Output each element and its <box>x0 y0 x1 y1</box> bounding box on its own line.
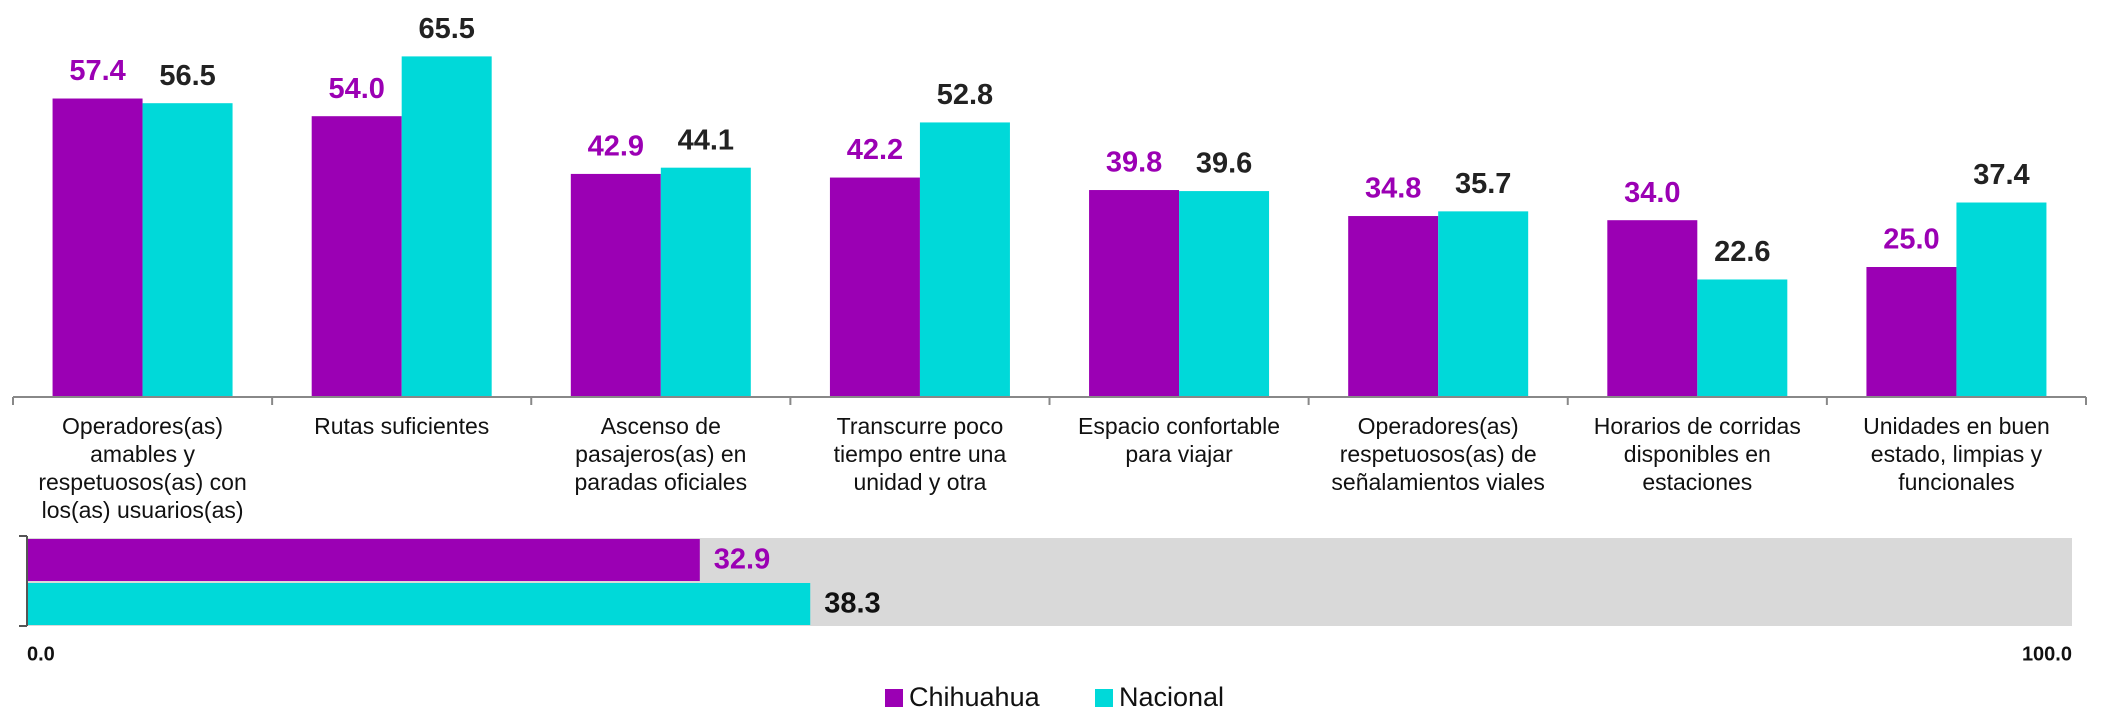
bar <box>311 116 402 397</box>
value-label: 39.8 <box>1106 147 1162 179</box>
x-tick-label: Unidades en buen estado, limpias y funci… <box>1863 413 2050 495</box>
value-label: 57.4 <box>69 55 125 87</box>
value-label: 25.0 <box>1883 224 1939 256</box>
bar <box>27 539 700 581</box>
bar <box>1607 220 1698 397</box>
value-label: 65.5 <box>418 13 474 45</box>
x-tick-label: 100.0 <box>2022 643 2072 665</box>
bar <box>1348 216 1439 397</box>
bar <box>660 167 751 397</box>
x-tick-label: Ascenso de pasajeros(as) en paradas ofic… <box>574 413 748 495</box>
value-label: 54.0 <box>328 73 384 105</box>
bar <box>919 122 1010 397</box>
value-label: 44.1 <box>678 124 734 156</box>
x-tick-label: Operadores(as) amables y respetuosos(as)… <box>38 413 247 523</box>
value-label: 39.6 <box>1196 148 1252 180</box>
x-tick-label: Operadores(as) respetuosos(as) de señala… <box>1331 413 1545 495</box>
value-label: 32.9 <box>714 544 770 576</box>
legend-swatch <box>885 689 903 707</box>
bar <box>829 177 920 397</box>
value-label: 42.9 <box>588 131 644 163</box>
value-label: 42.2 <box>847 134 903 166</box>
bar <box>1089 190 1180 397</box>
bar <box>27 583 811 625</box>
bar <box>1179 191 1270 397</box>
value-label: 52.8 <box>937 79 993 111</box>
value-label: 56.5 <box>159 60 215 92</box>
x-tick-label: Espacio confortable para viajar <box>1078 413 1281 467</box>
x-tick-label: Horarios de corridas disponibles en esta… <box>1593 413 1801 495</box>
x-tick-label: 0.0 <box>27 643 55 665</box>
value-label: 35.7 <box>1455 168 1511 200</box>
bar <box>1956 202 2047 397</box>
value-label: 38.3 <box>824 588 880 620</box>
legend-label: Nacional <box>1119 682 1224 712</box>
value-label: 34.0 <box>1624 177 1680 209</box>
bar <box>401 56 492 398</box>
bar <box>52 98 143 398</box>
value-label: 37.4 <box>1973 159 2029 191</box>
bar <box>1438 211 1529 397</box>
bar <box>1866 267 1957 397</box>
legend-label: Chihuahua <box>909 682 1041 712</box>
legend-swatch <box>1095 689 1113 707</box>
value-label: 34.8 <box>1365 173 1421 205</box>
bar <box>1697 279 1788 397</box>
x-tick-label: Transcurre poco tiempo entre una unidad … <box>833 413 1007 495</box>
value-label: 22.6 <box>1714 236 1770 268</box>
bar <box>142 103 233 397</box>
bar <box>570 173 661 397</box>
x-tick-label: Rutas suficientes <box>314 413 490 439</box>
